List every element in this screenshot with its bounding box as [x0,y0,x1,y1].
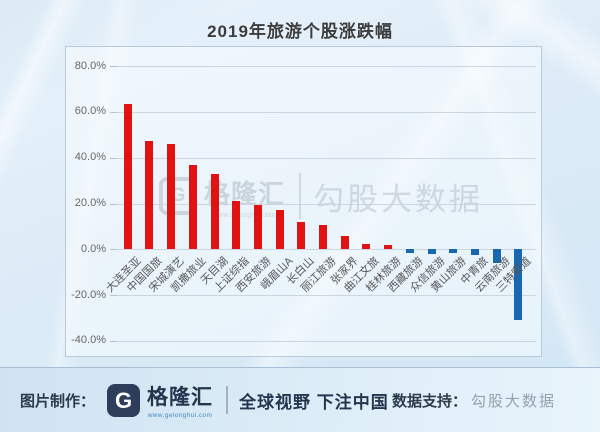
chart-bar [232,201,241,250]
chart-bar [297,221,306,250]
y-tick [110,203,117,205]
chart-title: 2019年旅游个股涨跌幅 [207,22,393,41]
footer-brand-text: 格隆汇 [147,386,214,409]
watermark: G 格隆汇 www.gelonghui.com 勾股大数据 [159,165,483,227]
footer-brand-url: www.gelonghui.com [147,412,213,419]
chart-bar [405,249,414,253]
gelonghui-logo-icon: G [107,383,141,417]
chart-bar [167,144,176,250]
watermark-url-text: www.gelonghui.com [213,211,276,219]
chart-bar [188,164,197,250]
y-tick [110,111,117,113]
footer-divider [226,386,229,414]
chart-bar [340,235,349,250]
y-tick [110,157,117,159]
y-tick [110,249,117,251]
chart-bar [319,225,327,250]
y-tick [110,340,117,342]
gridline [117,203,536,205]
chart-bar [449,249,458,253]
chart-bar [427,249,436,254]
chart-panel: G 格隆汇 www.gelonghui.com 勾股大数据 80.0% 60.0%… [65,46,542,357]
y-axis-label: 40.0% [74,151,106,164]
footer-left-group: 图片制作： G 格隆汇 www.gelonghui.com 全球视野 下注中国 [20,368,389,432]
made-by-label: 图片制作： [20,392,96,410]
chart-bar [253,204,262,250]
y-axis-label: 20.0% [74,197,106,209]
chart-bar [384,244,393,250]
watermark-data-brand: 勾股大数据 [313,181,484,217]
y-axis-label: 60.0% [74,105,106,118]
chart-bar [210,173,219,250]
y-axis-label: 80.0% [74,59,106,72]
gridline [117,111,536,113]
watermark-divider [299,173,302,219]
chart-bar [362,243,371,250]
footer-slogan: 全球视野 下注中国 [239,392,389,412]
chart-bar [145,140,154,250]
data-support-label: 数据支持： [391,392,467,410]
chart-bar [123,103,132,250]
y-tick [110,66,117,68]
footer-bar: 图片制作： G 格隆汇 www.gelonghui.com 全球视野 下注中国 … [0,367,600,432]
footer-brand-block: 格隆汇 www.gelonghui.com [147,381,213,419]
gridline [117,157,536,159]
gridline [117,66,536,68]
footer-right-group: 数据支持： 勾股大数据 [392,368,556,432]
data-support-value: 勾股大数据 [470,392,556,410]
y-axis-label: 0.0% [80,242,106,255]
chart-bar [275,210,284,250]
